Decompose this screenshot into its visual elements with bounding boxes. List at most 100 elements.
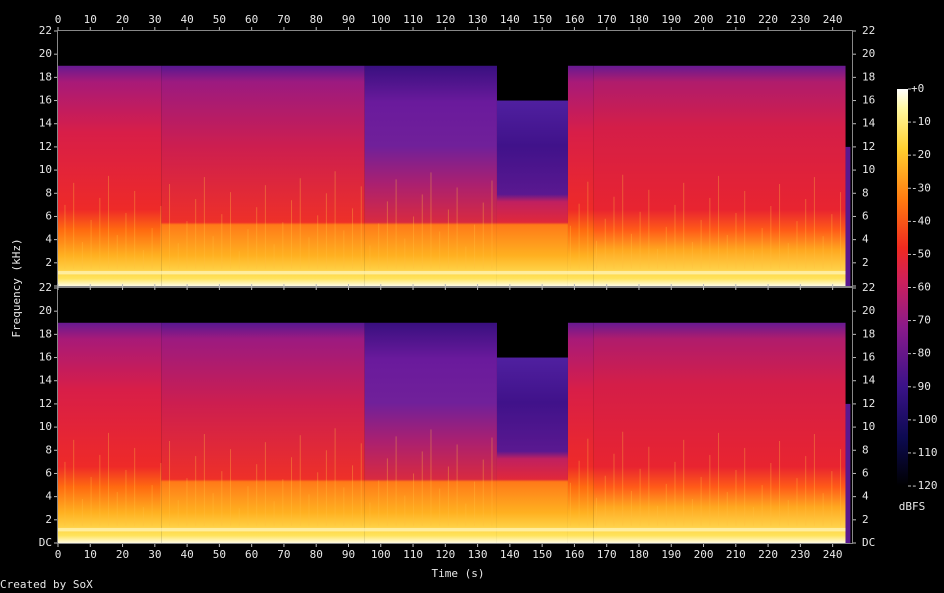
streak <box>674 461 676 526</box>
streak <box>108 175 110 269</box>
x-tick-label-top: 180 <box>629 13 649 26</box>
streak <box>90 476 92 526</box>
y-tick-label: DC <box>39 536 52 549</box>
streak <box>761 228 763 269</box>
streak <box>264 442 266 526</box>
streak <box>247 229 249 269</box>
spectrum-region <box>161 65 365 286</box>
x-tick-label-bottom: 0 <box>55 548 62 561</box>
streak <box>735 212 737 269</box>
streak <box>378 223 380 269</box>
y-tick-label: 2 <box>45 256 52 269</box>
streak <box>247 486 249 526</box>
streak <box>761 485 763 526</box>
y-tick-label-right: 12 <box>862 140 875 153</box>
x-tick-label-top: 200 <box>694 13 714 26</box>
streak <box>108 432 110 526</box>
x-tick-label-bottom: 50 <box>213 548 226 561</box>
streak <box>134 190 136 269</box>
streak <box>813 434 815 526</box>
spectrum-region <box>567 322 594 543</box>
x-tick-label-bottom: 110 <box>403 548 423 561</box>
x-tick-label-bottom: 30 <box>148 548 161 561</box>
y-tick-label-right: DC <box>862 536 875 549</box>
colorbar-tick-label: -10 <box>911 115 931 128</box>
streak <box>386 458 388 526</box>
streak <box>622 431 624 526</box>
streak <box>134 447 136 526</box>
x-tick-label-top: 20 <box>116 13 129 26</box>
x-tick-label-top: 120 <box>435 13 455 26</box>
x-tick-label-bottom: 100 <box>371 548 391 561</box>
streak <box>787 500 789 526</box>
x-tick-label-bottom: 80 <box>310 548 323 561</box>
y-tick-label: 2 <box>45 513 52 526</box>
streak <box>456 444 458 526</box>
y-tick-label-right: 22 <box>862 24 875 37</box>
y-tick-label-right: 8 <box>862 186 869 199</box>
colorbar-tick-label: -60 <box>911 281 931 294</box>
streak <box>569 482 571 526</box>
spectrum-tail <box>845 403 851 543</box>
streak <box>569 225 571 269</box>
streak <box>273 501 275 526</box>
y-tick-label: 14 <box>39 374 53 387</box>
x-tick-label-top: 10 <box>84 13 97 26</box>
y-tick-label: 22 <box>39 281 52 294</box>
streak <box>81 241 83 269</box>
streak <box>796 478 798 526</box>
y-tick-label: 16 <box>39 351 52 364</box>
streak <box>230 192 232 269</box>
x-tick-label-bottom: 160 <box>564 548 584 561</box>
streak <box>203 177 205 269</box>
colorbar <box>897 89 908 486</box>
spectrum-tail <box>845 146 851 286</box>
spectrum-region <box>496 100 568 286</box>
x-tick-label-bottom: 240 <box>823 548 843 561</box>
panel-frame <box>57 30 853 287</box>
streak <box>709 454 711 526</box>
streak <box>413 473 415 526</box>
x-tick-label-bottom: 180 <box>629 548 649 561</box>
x-tick-label-top: 30 <box>148 13 161 26</box>
y-tick-label: 20 <box>39 304 52 317</box>
streak <box>169 441 171 526</box>
streak <box>622 174 624 269</box>
streak <box>282 479 284 526</box>
streak <box>116 492 118 526</box>
streak <box>613 196 615 269</box>
y-tick-label-right: 22 <box>862 281 875 294</box>
colorbar-tick-label: +0 <box>911 82 924 95</box>
streak <box>360 443 362 526</box>
streak <box>395 436 397 526</box>
streak <box>221 471 223 526</box>
y-tick-label: 14 <box>39 117 53 130</box>
streak <box>726 492 728 526</box>
y-tick-label-right: 18 <box>862 327 875 340</box>
x-tick-label-top: 100 <box>371 13 391 26</box>
x-tick-label-bottom: 200 <box>694 548 714 561</box>
streak <box>665 483 667 526</box>
streak <box>221 214 223 269</box>
streak <box>334 171 336 269</box>
x-axis-label: Time (s) <box>432 567 485 580</box>
x-tick-label-top: 160 <box>564 13 584 26</box>
y-tick-label-right: 4 <box>862 233 869 246</box>
streak <box>787 243 789 269</box>
streak <box>73 439 75 526</box>
streak <box>230 449 232 526</box>
streak <box>317 215 319 269</box>
streak <box>630 233 632 269</box>
streak <box>369 245 371 269</box>
y-axis-label: Frequency (kHz) <box>10 238 23 337</box>
y-tick-label: 8 <box>45 443 52 456</box>
y-tick-label: 18 <box>39 327 52 340</box>
streak <box>674 204 676 269</box>
y-tick-label: 12 <box>39 140 52 153</box>
streak <box>439 231 441 269</box>
streak <box>90 219 92 269</box>
y-tick-label-right: 10 <box>862 163 875 176</box>
y-tick-label: 10 <box>39 163 52 176</box>
